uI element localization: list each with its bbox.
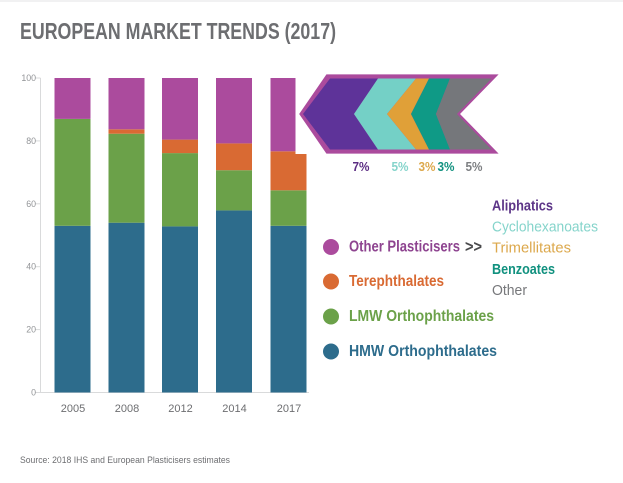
svg-text:2005: 2005 xyxy=(61,403,85,415)
svg-text:Trimellitates: Trimellitates xyxy=(492,240,571,257)
svg-text:2014: 2014 xyxy=(222,403,246,415)
svg-text:HMW Orthophthalates: HMW Orthophthalates xyxy=(349,343,497,360)
svg-text:2017: 2017 xyxy=(277,403,301,415)
svg-text:80: 80 xyxy=(26,136,36,146)
svg-text:Aliphatics: Aliphatics xyxy=(492,198,553,215)
svg-text:60: 60 xyxy=(26,199,36,209)
svg-text:5%: 5% xyxy=(466,160,483,174)
svg-text:LMW Orthophthalates: LMW Orthophthalates xyxy=(349,308,494,325)
svg-text:Other: Other xyxy=(492,282,527,299)
svg-text:Cyclohexanoates: Cyclohexanoates xyxy=(492,219,598,236)
svg-text:2012: 2012 xyxy=(168,403,192,415)
svg-text:Other Plasticisers: Other Plasticisers xyxy=(349,239,460,256)
svg-text:2008: 2008 xyxy=(115,403,139,415)
svg-text:>>: >> xyxy=(465,237,482,256)
svg-text:20: 20 xyxy=(26,325,36,335)
svg-text:40: 40 xyxy=(26,262,36,272)
svg-text:Benzoates: Benzoates xyxy=(492,261,555,278)
svg-text:Source: 2018 IHS and European: Source: 2018 IHS and European Plasticise… xyxy=(20,455,230,466)
svg-text:5%: 5% xyxy=(392,160,409,174)
svg-text:3%: 3% xyxy=(419,160,436,174)
svg-text:3%: 3% xyxy=(438,160,455,174)
svg-text:EUROPEAN MARKET TRENDS (2017): EUROPEAN MARKET TRENDS (2017) xyxy=(20,18,336,44)
svg-text:0: 0 xyxy=(31,388,36,398)
svg-text:7%: 7% xyxy=(353,160,370,174)
svg-text:Terephthalates: Terephthalates xyxy=(349,273,444,290)
svg-text:100: 100 xyxy=(21,73,36,83)
